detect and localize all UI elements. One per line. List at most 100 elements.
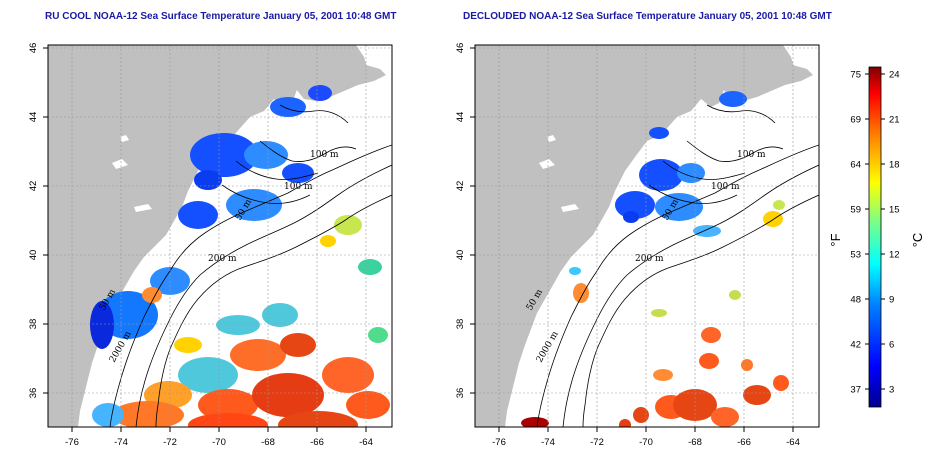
sst-patch [615, 191, 655, 219]
colorbar-f-label: 59 [850, 205, 861, 216]
x-tick-label: -70 [639, 437, 653, 448]
sst-patch [198, 389, 258, 421]
bathymetry-contour [706, 104, 776, 124]
colorbar-c-label: 9 [889, 295, 894, 306]
temperature-colorbar: 75 69 64 59 53 48 42 37 24 21 18 15 12 9 6 3 °F °C [828, 66, 925, 408]
colorbar-f-label: 53 [850, 250, 861, 261]
lake-shape [112, 159, 128, 169]
x-tick-label: -72 [163, 437, 177, 448]
sst-patch [699, 353, 719, 369]
colorbar-f-label: 64 [850, 160, 861, 171]
map-area [48, 45, 392, 427]
sst-patch [649, 127, 669, 139]
sst-patch [623, 211, 639, 223]
sst-patch [368, 327, 388, 343]
contour-label: 100 m [737, 150, 766, 160]
coastline-land [475, 45, 797, 427]
x-tick-label: -68 [261, 437, 275, 448]
y-tick-label: 42 [455, 181, 466, 192]
contour-label: 100 m [310, 150, 339, 160]
colorbar-f-label: 37 [850, 385, 861, 396]
lake-shape [663, 233, 678, 239]
map-area [475, 45, 819, 427]
x-tick-label: -72 [590, 437, 604, 448]
y-tick-label: 44 [28, 112, 39, 123]
bathymetry-contour [235, 160, 319, 180]
lake-shape [134, 204, 152, 212]
y-tick-label: 36 [28, 388, 39, 399]
sst-patch [178, 201, 218, 229]
sst-patch [270, 97, 306, 117]
sst-patch [346, 391, 390, 419]
sst-patch [701, 327, 721, 343]
sst-patch [334, 215, 362, 235]
sst-patch [633, 407, 649, 423]
y-tick-label: 36 [455, 388, 466, 399]
y-tick-label: 40 [28, 250, 39, 261]
map-frame [47, 44, 393, 428]
lake-shape [120, 135, 129, 142]
sst-patch [280, 333, 316, 357]
sst-patch [112, 401, 184, 427]
sst-patch [651, 309, 667, 317]
sst-patch [244, 141, 288, 169]
colorbar-c-label: 6 [889, 340, 894, 351]
x-tick-label: -64 [359, 437, 373, 448]
celsius-axis-label: °C [910, 233, 925, 248]
sst-patch [619, 419, 631, 427]
sst-patch [653, 369, 673, 381]
sst-patch [719, 91, 747, 107]
sst-patch [262, 303, 298, 327]
sst-patch [188, 413, 268, 427]
bathymetry-contour [259, 140, 357, 162]
colorbar-c-label: 3 [889, 385, 894, 396]
colorbar-f-label: 75 [850, 70, 861, 81]
y-tick-label: 40 [455, 250, 466, 261]
lake-shape [236, 233, 251, 239]
sst-patch [322, 357, 374, 393]
left-panel-title: RU COOL NOAA-12 Sea Surface Temperature … [45, 11, 397, 22]
y-tick-label: 42 [28, 181, 39, 192]
sst-patch [729, 290, 741, 300]
colorbar-f-label: 42 [850, 340, 861, 351]
contour-label: 200 m [635, 254, 664, 264]
sst-patch [278, 411, 358, 427]
colorbar-c-label: 12 [889, 250, 900, 261]
sst-patch [282, 163, 314, 183]
x-tick-label: -68 [688, 437, 702, 448]
x-tick-label: -74 [114, 437, 128, 448]
sst-patch [743, 385, 771, 405]
x-tick-label: -76 [492, 437, 506, 448]
sst-patch [142, 287, 162, 303]
y-tick-label: 44 [455, 112, 466, 123]
colorbar-c-label: 24 [889, 70, 900, 81]
contour-label: 100 m [711, 182, 740, 192]
bathymetry-contour [562, 164, 819, 427]
sst-patch [773, 200, 785, 210]
sst-patch [92, 403, 124, 427]
y-tick-label: 38 [455, 319, 466, 330]
y-tick-label: 38 [28, 319, 39, 330]
fahrenheit-axis-label: °F [828, 233, 843, 246]
sst-patch [252, 373, 324, 417]
sst-patch [194, 170, 222, 190]
sst-patch [773, 375, 789, 391]
sst-patch [216, 315, 260, 335]
sst-patch [693, 225, 721, 237]
sst-patch [763, 211, 783, 227]
bathymetry-contour [279, 104, 349, 124]
lake-shape [547, 135, 556, 142]
sst-patch [358, 259, 382, 275]
x-tick-label: -64 [786, 437, 800, 448]
right-panel-title: DECLOUDED NOAA-12 Sea Surface Temperatur… [463, 11, 832, 22]
bathymetry-contour [135, 164, 392, 427]
colorbar-gradient [868, 66, 882, 408]
bathymetry-contour [109, 144, 392, 427]
bathymetry-contour [155, 194, 392, 427]
colorbar-f-label: 69 [850, 115, 861, 126]
x-tick-label: -74 [541, 437, 555, 448]
sst-patch [174, 337, 202, 353]
colorbar-f-label: 48 [850, 295, 861, 306]
